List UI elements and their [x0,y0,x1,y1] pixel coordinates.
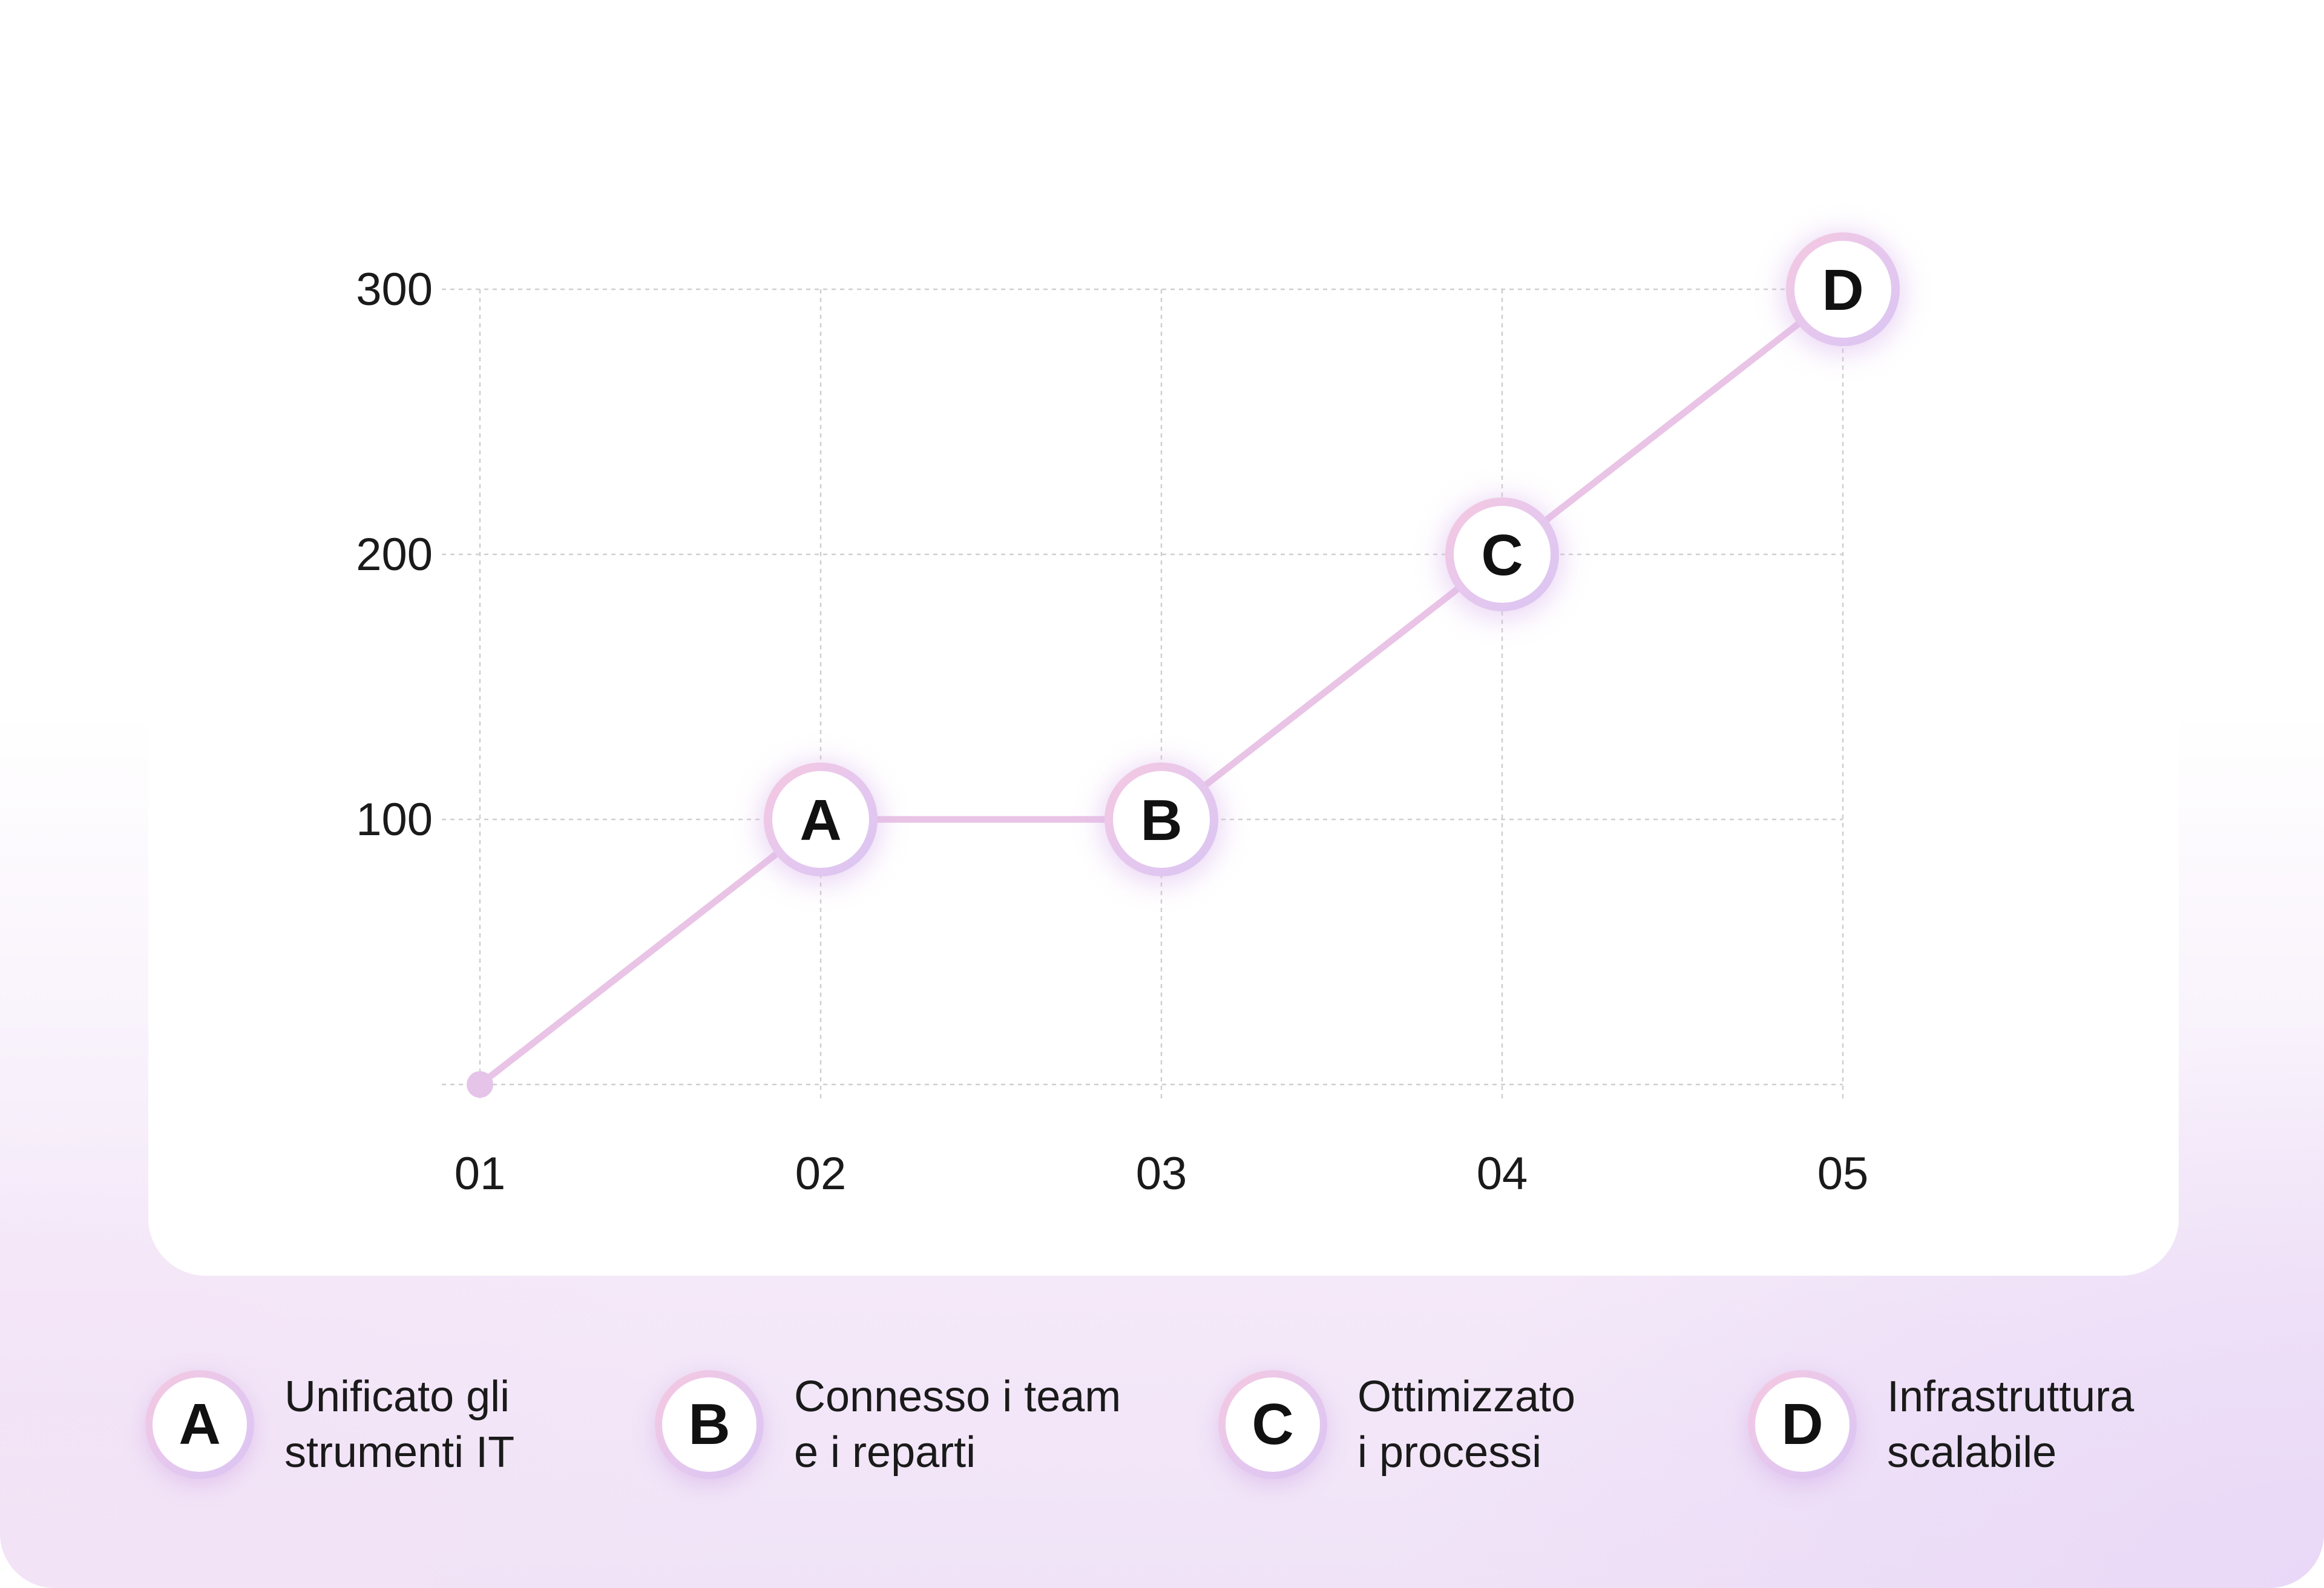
axis-labels: 100 200 300 01 02 03 04 05 [356,264,1868,1199]
marker-fill [1794,241,1891,338]
legend-text-c: Ottimizzato i processi [1357,1369,1575,1480]
data-point-marker: A [760,763,881,884]
marker-letter: D [1822,258,1863,323]
legend-item-c: C Ottimizzato i processi [1218,1369,1575,1480]
marker-layer: A B C D [467,232,1903,1098]
legend-label-line2: e i reparti [794,1428,976,1477]
y-tick-label: 300 [356,264,433,315]
legend-letter-c: C [1226,1377,1320,1472]
marker-fill [1454,506,1551,603]
legend-label-line2: strumenti IT [284,1428,515,1477]
legend-label-line2: i processi [1357,1428,1542,1477]
legend-label-line2: scalabile [1887,1428,2057,1477]
legend-label-line1: Connesso i team [794,1373,1121,1421]
legend-label-line1: Unificato gli [284,1373,510,1421]
x-tick-label: 02 [795,1148,847,1199]
legend-badge-a: A [145,1370,254,1479]
marker-letter: A [799,788,841,853]
legend-badge-c: C [1218,1370,1327,1479]
grid [442,288,1844,1103]
legend-letter-a: A [153,1377,247,1472]
legend-item-d: D Infrastruttura scalabile [1748,1369,2134,1480]
legend-badge-d: D [1748,1370,1857,1479]
marker-letter: B [1140,788,1182,853]
chart-card [148,0,2179,1276]
y-tick-label: 100 [356,794,433,845]
x-tick-label: 03 [1136,1148,1187,1199]
marker-fill [1113,771,1210,868]
legend-letter-b: B [662,1377,757,1472]
marker-letter: C [1481,523,1523,588]
legend-item-b: B Connesso i team e i reparti [655,1369,1121,1480]
x-tick-label: 04 [1477,1148,1528,1199]
legend-text-a: Unificato gli strumenti IT [284,1369,514,1480]
legend-text-b: Connesso i team e i reparti [794,1369,1121,1480]
start-point [467,1071,493,1098]
data-point-marker: B [1101,763,1222,884]
data-point-marker: C [1442,497,1563,618]
y-tick-label: 200 [356,529,433,580]
legend-label-line1: Ottimizzato [1357,1373,1576,1421]
legend-label-line1: Infrastruttura [1887,1373,2135,1421]
x-tick-label: 01 [455,1148,506,1199]
marker-fill [772,771,869,868]
legend-item-a: A Unificato gli strumenti IT [145,1369,514,1480]
legend: A Unificato gli strumenti IT B Connesso … [0,1362,2324,1513]
legend-text-d: Infrastruttura scalabile [1887,1369,2134,1480]
legend-letter-d: D [1755,1377,1850,1472]
x-tick-label: 05 [1817,1148,1869,1199]
data-point-marker: D [1782,232,1903,353]
legend-badge-b: B [655,1370,764,1479]
